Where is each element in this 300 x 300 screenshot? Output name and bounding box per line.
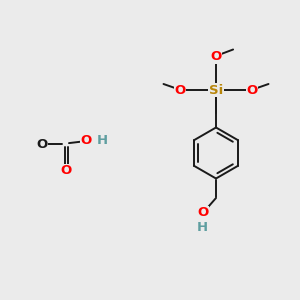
Text: O: O bbox=[60, 164, 72, 178]
Text: O: O bbox=[36, 137, 48, 151]
Text: Si: Si bbox=[209, 83, 223, 97]
Text: O: O bbox=[174, 83, 186, 97]
Text: O: O bbox=[246, 83, 258, 97]
Text: O: O bbox=[210, 50, 222, 64]
Text: O: O bbox=[197, 206, 208, 220]
Text: O: O bbox=[80, 134, 92, 148]
Text: H: H bbox=[197, 221, 208, 235]
Text: H: H bbox=[97, 134, 108, 148]
